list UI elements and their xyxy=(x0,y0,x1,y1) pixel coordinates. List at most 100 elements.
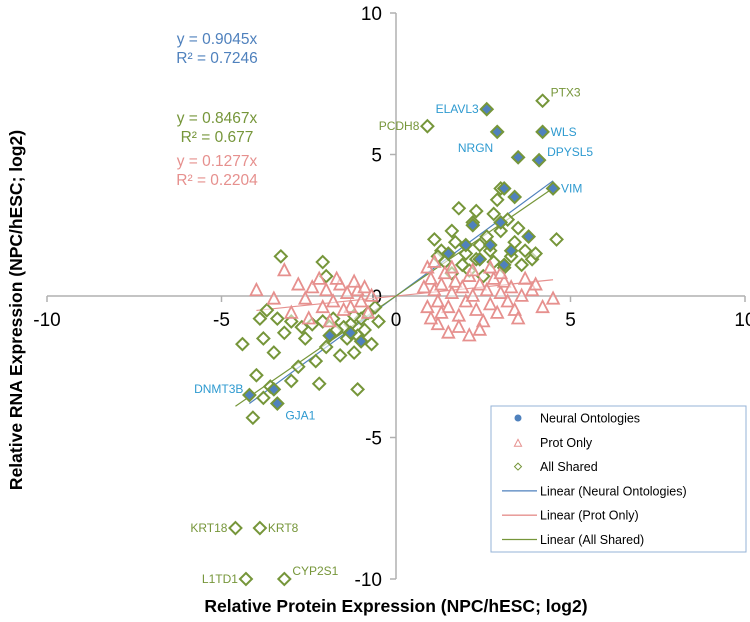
legend: Neural Ontologies Prot Only All Shared Line… xyxy=(490,405,747,553)
prot-only-point xyxy=(423,270,439,285)
prot-only-point xyxy=(503,279,519,294)
all-shared-point xyxy=(350,381,366,397)
prot-only-point xyxy=(517,270,533,285)
neural-ontology-point xyxy=(496,181,512,196)
neural-ontology-point xyxy=(482,237,498,253)
prot-only-point xyxy=(465,287,481,302)
all-shared-point xyxy=(447,234,463,250)
neural-ontology-point xyxy=(472,251,488,267)
all-shared-point xyxy=(266,345,282,361)
all-shared-point xyxy=(346,345,362,361)
prot-only-point xyxy=(482,259,498,274)
y-tick-label: -5 xyxy=(365,429,382,450)
prot-only-point xyxy=(454,279,470,294)
prot-only-point xyxy=(448,273,463,288)
legend-marker-triangle xyxy=(513,438,523,447)
all-shared-point xyxy=(283,373,299,389)
prot-only-point xyxy=(468,301,484,316)
all-shared-point xyxy=(290,359,306,375)
all-shared-point xyxy=(259,302,275,318)
prot-only-point xyxy=(360,304,376,319)
x-axis-title: Relative Protein Expression (NPC/hESC; l… xyxy=(204,596,587,616)
prot-only-point xyxy=(514,287,529,302)
legend-label: Linear (Prot Only) xyxy=(540,509,639,523)
neural-ontology-point xyxy=(535,124,550,140)
gene-label: L1TD1 xyxy=(202,572,238,586)
prot-only-point xyxy=(493,264,509,280)
prot-only-point xyxy=(479,281,495,297)
neural-ontology-point xyxy=(353,333,369,349)
gene-label: NRGN xyxy=(458,141,493,155)
neural-ontology-point xyxy=(545,181,561,196)
gene-label: KRT8 xyxy=(268,521,299,535)
prot-only-point xyxy=(266,290,282,305)
all-shared-point xyxy=(245,410,261,426)
prot-only-point xyxy=(441,298,456,314)
prot-only-point xyxy=(528,276,543,291)
legend-marker-circle xyxy=(514,414,522,422)
all-shared-point xyxy=(535,93,550,109)
neural-ontology-point xyxy=(269,396,285,411)
all-shared-point xyxy=(493,223,509,239)
all-shared-point xyxy=(472,237,488,253)
y-tick-label: 10 xyxy=(361,4,382,25)
gene-label: KRT18 xyxy=(190,521,227,535)
y-axis-title: Relative RNA Expression (NPC/hESC; log2) xyxy=(6,130,26,490)
x-tick-label: 5 xyxy=(565,310,576,331)
prot-only-point xyxy=(364,287,379,302)
neural-ontology-point xyxy=(493,215,509,230)
prot-only-point xyxy=(343,298,358,314)
all-shared-point xyxy=(235,336,250,352)
all-shared-point xyxy=(510,220,526,236)
gene-label: PTX3 xyxy=(551,86,581,100)
prot-only-point xyxy=(496,273,512,288)
prot-only-point xyxy=(510,310,526,325)
all-shared-point xyxy=(486,206,502,222)
neural-ontology-point xyxy=(479,101,495,117)
all-shared-point xyxy=(255,390,271,406)
prot-only-point xyxy=(318,281,334,297)
y-tick-label: -10 xyxy=(355,570,382,591)
axes: -10-505101050-5-10 xyxy=(33,4,750,591)
legend-box xyxy=(490,405,747,553)
prot-only-point xyxy=(489,304,505,319)
gene-labels: ELAVL3 PTX3 PCDH8 NRGN WLS DPYSL5 VIM DNMT3B GJA… xyxy=(190,86,593,586)
legend-label: All Shared xyxy=(540,460,598,474)
prot-only-point xyxy=(465,262,481,277)
prot-only-point xyxy=(472,276,488,291)
neural-ontology-point xyxy=(489,124,505,140)
all-shared-point xyxy=(276,325,292,341)
all-shared-point xyxy=(458,246,474,261)
all-shared-point xyxy=(252,311,268,327)
neural-ontology-point xyxy=(510,149,526,165)
trendline-r-squared: R² = 0.2204 xyxy=(176,172,258,189)
all-shared-point xyxy=(489,192,505,208)
all-shared-point xyxy=(248,367,264,383)
gene-label: GJA1 xyxy=(285,409,315,423)
trendline-r-squared: R² = 0.7246 xyxy=(176,50,257,67)
prot-only-point xyxy=(329,270,344,285)
all-shared-point xyxy=(419,118,435,134)
prot-only-point xyxy=(249,281,264,297)
prot-only-point xyxy=(493,284,509,299)
all-shared-point xyxy=(332,348,348,363)
prot-only-point xyxy=(427,253,442,268)
x-tick-label: -10 xyxy=(33,310,60,331)
prot-only-point xyxy=(290,276,306,291)
all-shared-point xyxy=(371,314,386,329)
gene-label: DNMT3B xyxy=(194,382,243,396)
gene-label: PCDH8 xyxy=(379,119,420,133)
prot-only-point xyxy=(301,310,317,325)
x-tick-label: 0 xyxy=(391,310,402,331)
prot-only-point xyxy=(304,279,320,294)
prot-only-point xyxy=(472,321,488,336)
legend-label: Linear (Neural Ontologies) xyxy=(540,484,687,498)
neural-ontology-point xyxy=(503,243,519,259)
gene-label: ELAVL3 xyxy=(436,102,479,116)
prot-only-point xyxy=(461,327,477,342)
all-shared-point xyxy=(252,520,268,536)
gene-label: DPYSL5 xyxy=(547,145,593,159)
neural-ontology-point xyxy=(322,328,338,344)
neural-ontology-point xyxy=(440,246,456,261)
